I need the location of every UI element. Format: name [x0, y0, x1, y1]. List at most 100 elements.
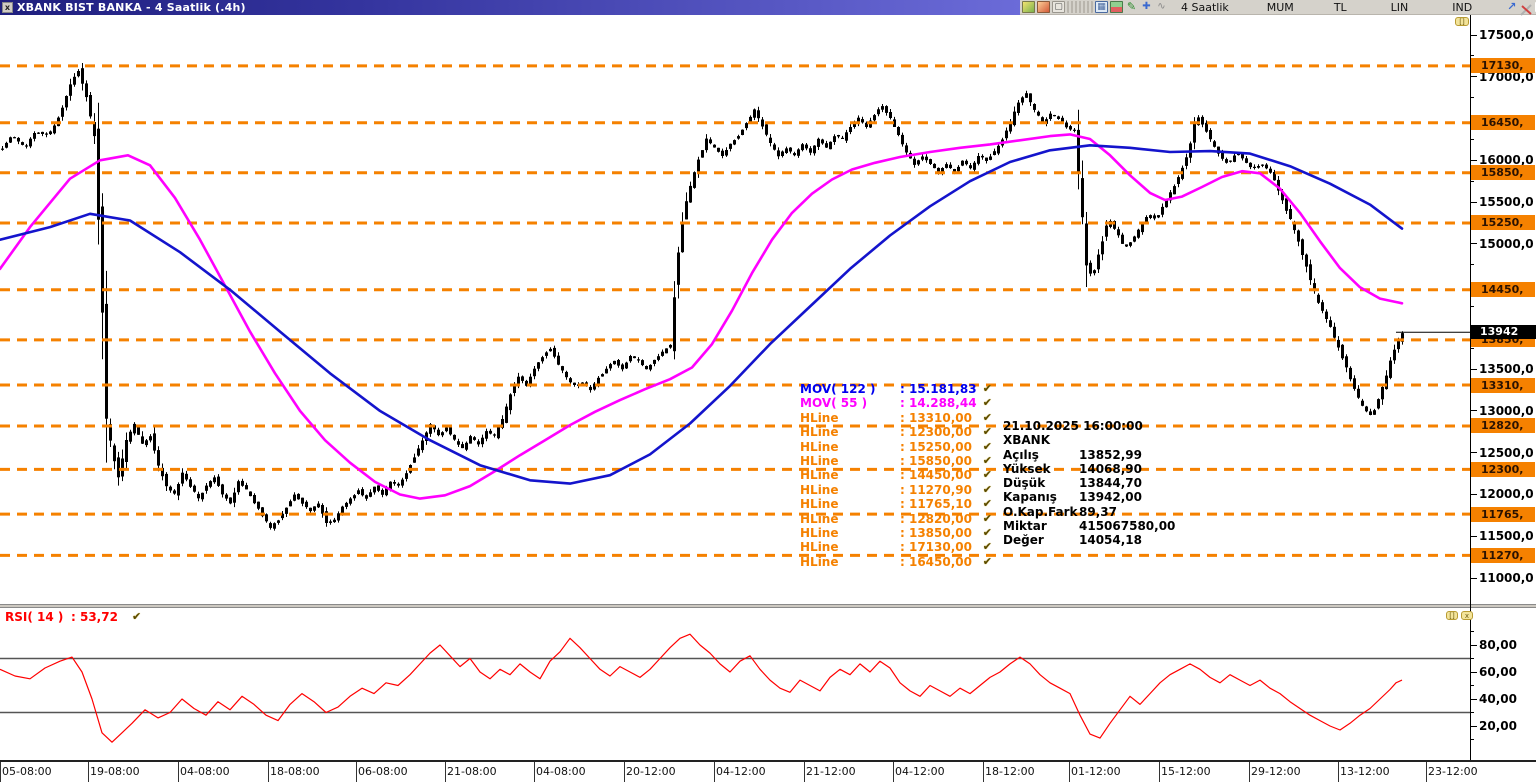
price-axis-line [1470, 15, 1471, 760]
price-axis[interactable]: 17500,0 17000,0 16000,0 15500,0 15000,0 13500… [1470, 0, 1536, 760]
time-tick-label: 21-08:00 [447, 765, 497, 778]
cursor-arrow-icon[interactable]: ↗ [1507, 0, 1517, 13]
toolbar-button-indicator[interactable]: IND [1449, 1, 1475, 14]
time-tick [178, 762, 179, 782]
time-tick-label: 18-08:00 [270, 765, 320, 778]
rsi-pane-close-button[interactable]: x [1461, 611, 1473, 620]
price-tick [1470, 201, 1477, 203]
price-tick [1470, 410, 1477, 412]
mov122-line[interactable] [0, 144, 1404, 485]
legend-row[interactable]: MOV( 122 ): 15.181,83 ✔ [800, 382, 992, 396]
horizontal-lines[interactable] [0, 64, 1470, 557]
legend-check-icon[interactable]: ✔ [982, 396, 992, 410]
legend-check-icon[interactable]: ✔ [982, 554, 992, 568]
window-close-icon[interactable]: x [2, 2, 13, 13]
rsi-tick [1470, 644, 1477, 646]
price-level-badge[interactable]: 16450, [1471, 115, 1535, 131]
zigzag-line-icon[interactable]: ∿ [1157, 1, 1166, 12]
price-tick [1470, 159, 1477, 161]
template-text-icon[interactable] [1067, 1, 1093, 13]
legend-name: HLine [800, 410, 839, 425]
last-price-badge: 13942 [1470, 325, 1536, 340]
rsi-chart-canvas[interactable] [0, 608, 1470, 760]
time-tick [983, 762, 984, 782]
price-level-badge[interactable]: 11765, [1471, 506, 1535, 522]
legend-check-icon[interactable]: ✔ [982, 540, 992, 554]
price-tick-label: 12000,0 [1479, 487, 1534, 502]
rsi-legend[interactable]: RSI( 14 ) : 53,72 ✔ [5, 610, 141, 624]
time-axis[interactable]: 05-08:00 19-08:00 04-08:00 18-08:00 06-08:00… [0, 762, 1536, 782]
legend-row[interactable]: HLine: 15850,00 ✔ [800, 454, 992, 468]
legend-check-icon[interactable]: ✔ [982, 511, 992, 525]
legend-value: : 15.181,83 [900, 382, 977, 396]
legend-check-icon[interactable]: ✔ [982, 525, 992, 539]
price-level-badge[interactable]: 15250, [1471, 215, 1535, 231]
legend-check-icon[interactable]: ✔ [982, 425, 992, 439]
rsi-tick [1470, 631, 1474, 632]
bar-chart-yellow-icon[interactable] [1022, 1, 1035, 13]
legend-check-icon[interactable]: ✔ [982, 382, 992, 395]
price-level-badge[interactable]: 12820, [1471, 418, 1535, 434]
price-chart-canvas[interactable] [0, 15, 1470, 604]
legend-check-icon[interactable]: ✔ [982, 453, 992, 467]
rsi-check-icon[interactable]: ✔ [131, 610, 142, 623]
legend-row[interactable]: HLine: 16450,00 ✔ [800, 555, 992, 569]
time-tick-label: 29-12:00 [1251, 765, 1301, 778]
time-tick [1426, 762, 1427, 782]
toolbar-button-currency[interactable]: TL [1331, 1, 1350, 14]
pencil-icon[interactable]: ✎ [1126, 0, 1137, 13]
price-level-badge[interactable]: 11270, [1471, 547, 1535, 563]
legend-value: : 15250,00 [900, 439, 972, 454]
price-level-badge[interactable]: 12300, [1471, 461, 1535, 477]
rsi-pane-maximize-button[interactable]: [] [1446, 611, 1458, 620]
legend-row[interactable]: HLine: 11765,10 ✔ [800, 497, 992, 511]
legend-row[interactable]: HLine: 14450,00 ✔ [800, 468, 992, 482]
pane-separator[interactable] [0, 604, 1536, 608]
legend-check-icon[interactable]: ✔ [982, 497, 992, 511]
price-level-badge[interactable]: 13310, [1471, 377, 1535, 393]
price-tick [1470, 535, 1477, 537]
legend-row[interactable]: HLine: 12820,00 ✔ [800, 512, 992, 526]
mov55-line[interactable] [0, 133, 1404, 500]
legend-row[interactable]: HLine: 12300,00 ✔ [800, 425, 992, 439]
compass-move-icon[interactable]: ✚ [1142, 1, 1151, 12]
legend-row[interactable]: HLine: 17130,00 ✔ [800, 540, 992, 554]
legend-row[interactable]: HLine: 13850,00 ✔ [800, 526, 992, 540]
time-tick [1159, 762, 1160, 782]
toolbar-button-scale[interactable]: LIN [1388, 1, 1412, 14]
legend-check-icon[interactable]: ✔ [982, 482, 992, 496]
toolbar-button-chart-type[interactable]: MUM [1264, 1, 1297, 14]
legend-name: HLine [800, 468, 839, 483]
time-tick-label: 01-12:00 [1071, 765, 1121, 778]
main-pane-maximize-button[interactable]: [] [1455, 17, 1469, 26]
price-level-badge[interactable]: 15850, [1471, 165, 1535, 181]
toolbar-button-period[interactable]: 4 Saatlik [1178, 1, 1232, 14]
time-tick [0, 762, 1, 782]
legend-check-icon[interactable]: ✔ [982, 410, 992, 424]
data-window-value: 415067580,00 [1079, 519, 1176, 534]
time-tick [893, 762, 894, 782]
candles [1, 63, 1404, 531]
time-tick [624, 762, 625, 782]
price-level-badge[interactable]: 17130, [1471, 58, 1535, 74]
time-tick [534, 762, 535, 782]
legend-row[interactable]: HLine: 13310,00 ✔ [800, 411, 992, 425]
indicator-window-icon[interactable]: ▢ [1052, 1, 1065, 13]
data-window-label: Düşük [1003, 476, 1046, 491]
legend-row[interactable]: MOV( 55 ): 14.288,44 ✔ [800, 396, 992, 410]
multi-chart-icon[interactable] [1110, 1, 1123, 13]
time-tick-label: 04-12:00 [716, 765, 766, 778]
price-level-badge[interactable]: 14450, [1471, 282, 1535, 298]
rsi-line[interactable] [0, 633, 1403, 743]
legend-check-icon[interactable]: ✔ [982, 468, 992, 482]
data-window-row: O.Kap.Fark 89,37 [1003, 505, 1175, 519]
time-tick [1249, 762, 1250, 782]
legend-check-icon[interactable]: ✔ [982, 439, 992, 453]
bar-chart-red-icon[interactable] [1037, 1, 1050, 13]
grid-icon[interactable]: ▦ [1095, 1, 1108, 13]
title-bar: x XBANK BIST BANKA - 4 Saatlik (.4h) [0, 0, 1020, 15]
time-tick [804, 762, 805, 782]
legend-row[interactable]: HLine: 15250,00 ✔ [800, 440, 992, 454]
legend-row[interactable]: HLine: 11270,90 ✔ [800, 483, 992, 497]
drawing-tools-icon[interactable] [1520, 1, 1533, 16]
